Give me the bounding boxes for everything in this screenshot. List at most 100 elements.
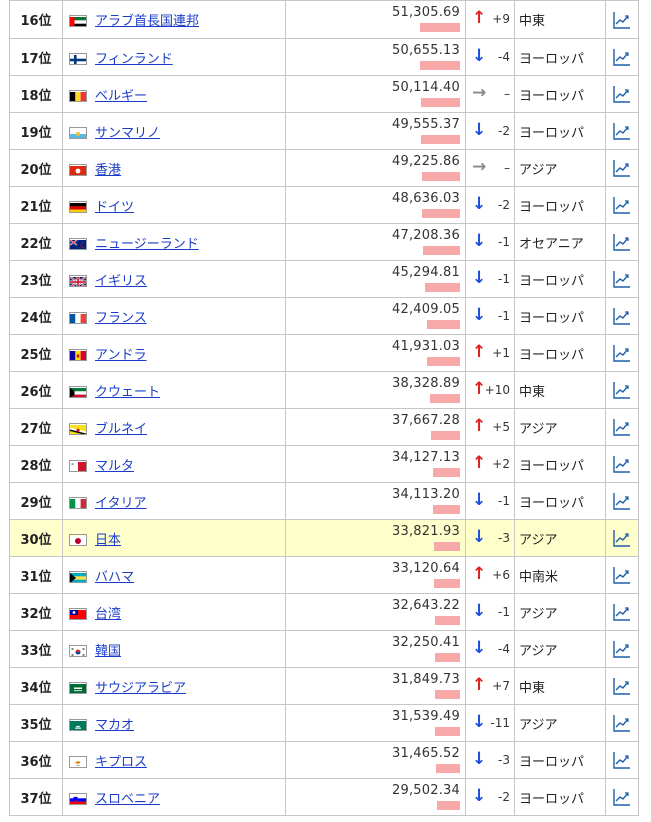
country-link[interactable]: ベルギー xyxy=(95,88,148,104)
country-link[interactable]: アンドラ xyxy=(95,347,147,363)
rank-change: +10 xyxy=(484,383,510,397)
rank-cell: 30位 xyxy=(9,519,63,557)
chart-cell xyxy=(605,778,639,816)
rank-cell: 23位 xyxy=(9,260,63,298)
rank-change: -1 xyxy=(498,309,510,323)
flag-ad-icon xyxy=(69,348,87,361)
arrow-right-icon: → xyxy=(472,157,487,177)
gdp-value: 42,409.05 xyxy=(392,302,460,317)
line-chart-icon[interactable] xyxy=(613,529,631,547)
country-link[interactable]: ドイツ xyxy=(95,199,135,215)
value-cell: 50,655.13 xyxy=(285,38,466,76)
arrow-down-icon: ↓ xyxy=(472,46,487,66)
country-link[interactable]: 日本 xyxy=(95,532,122,548)
line-chart-icon[interactable] xyxy=(613,307,631,325)
region-label: オセアニア xyxy=(519,236,584,252)
arrow-down-icon: ↓ xyxy=(472,527,487,547)
country-cell: アラブ首長国連邦 xyxy=(62,0,286,39)
value-bar xyxy=(437,801,460,810)
country-link[interactable]: 台湾 xyxy=(95,606,122,622)
country-link[interactable]: イタリア xyxy=(95,495,147,511)
arrow-down-icon: ↓ xyxy=(472,490,487,510)
region-cell: ヨーロッパ xyxy=(514,75,606,113)
country-link[interactable]: ニュージーランド xyxy=(95,236,199,252)
gdp-value: 32,643.22 xyxy=(392,598,460,613)
country-cell: アンドラ xyxy=(62,334,286,372)
country-link[interactable]: イギリス xyxy=(95,273,148,289)
country-link[interactable]: フィンランド xyxy=(95,51,173,67)
value-bar xyxy=(427,357,460,366)
arrow-down-icon: ↓ xyxy=(472,305,487,325)
table-row: 34位 サウジアラビア 31,849.73 ↑ +7 中東 xyxy=(9,667,639,705)
region-cell: 中東 xyxy=(514,371,606,409)
rank-cell: 24位 xyxy=(9,297,63,335)
country-link[interactable]: ブルネイ xyxy=(95,421,148,437)
rank-cell: 32位 xyxy=(9,593,63,631)
gdp-value: 32,250.41 xyxy=(392,635,460,650)
country-link[interactable]: クウェート xyxy=(95,384,161,400)
chart-cell xyxy=(605,667,639,705)
line-chart-icon[interactable] xyxy=(613,233,631,251)
line-chart-icon[interactable] xyxy=(613,492,631,510)
line-chart-icon[interactable] xyxy=(613,122,631,140)
country-link[interactable]: 韓国 xyxy=(95,643,122,659)
country-link[interactable]: サウジアラビア xyxy=(95,680,187,696)
line-chart-icon[interactable] xyxy=(613,640,631,658)
change-cell: ↓ -1 xyxy=(465,482,515,520)
country-link[interactable]: 香港 xyxy=(95,162,122,178)
rank-label: 37位 xyxy=(20,791,52,807)
rank-change: -2 xyxy=(498,790,510,804)
country-cell: ドイツ xyxy=(62,186,286,224)
line-chart-icon[interactable] xyxy=(613,196,631,214)
table-row: 24位 フランス 42,409.05 ↓ -1 ヨーロッパ xyxy=(9,297,639,335)
value-bar xyxy=(435,653,460,662)
change-cell: ↓ -1 xyxy=(465,297,515,335)
line-chart-icon[interactable] xyxy=(613,11,631,29)
country-link[interactable]: サンマリノ xyxy=(95,125,161,141)
chart-cell xyxy=(605,223,639,261)
line-chart-icon[interactable] xyxy=(613,788,631,806)
country-link[interactable]: アラブ首長国連邦 xyxy=(95,14,200,29)
country-link[interactable]: マカオ xyxy=(95,717,135,733)
region-label: 中東 xyxy=(519,384,546,400)
change-cell: ↑ +10 xyxy=(465,371,515,409)
rank-change: +9 xyxy=(492,12,510,26)
line-chart-icon[interactable] xyxy=(613,714,631,732)
value-cell: 31,539.49 xyxy=(285,704,466,742)
line-chart-icon[interactable] xyxy=(613,159,631,177)
line-chart-icon[interactable] xyxy=(613,751,631,769)
rank-label: 20位 xyxy=(20,162,52,178)
gdp-value: 38,328.89 xyxy=(392,376,460,391)
rank-label: 24位 xyxy=(20,310,52,326)
value-bar xyxy=(434,579,460,588)
flag-gb-icon xyxy=(69,274,87,287)
rank-cell: 26位 xyxy=(9,371,63,409)
region-label: ヨーロッパ xyxy=(519,754,585,770)
country-link[interactable]: フランス xyxy=(95,310,147,326)
country-link[interactable]: キプロス xyxy=(95,754,148,770)
line-chart-icon[interactable] xyxy=(613,418,631,436)
line-chart-icon[interactable] xyxy=(613,455,631,473)
country-link[interactable]: マルタ xyxy=(95,458,135,474)
value-bar xyxy=(433,468,460,477)
line-chart-icon[interactable] xyxy=(613,603,631,621)
line-chart-icon[interactable] xyxy=(613,381,631,399)
rank-cell: 21位 xyxy=(9,186,63,224)
line-chart-icon[interactable] xyxy=(613,344,631,362)
value-bar xyxy=(420,61,460,70)
change-cell: ↓ -2 xyxy=(465,112,515,150)
country-link[interactable]: スロベニア xyxy=(95,791,161,807)
region-label: ヨーロッパ xyxy=(519,273,585,289)
region-cell: オセアニア xyxy=(514,223,606,261)
line-chart-icon[interactable] xyxy=(613,85,631,103)
chart-cell xyxy=(605,0,639,39)
line-chart-icon[interactable] xyxy=(613,677,631,695)
line-chart-icon[interactable] xyxy=(613,566,631,584)
country-link[interactable]: バハマ xyxy=(95,569,135,585)
line-chart-icon[interactable] xyxy=(613,270,631,288)
rank-change: – xyxy=(504,161,510,175)
line-chart-icon[interactable] xyxy=(613,48,631,66)
arrow-down-icon: ↓ xyxy=(472,601,487,621)
region-label: ヨーロッパ xyxy=(519,51,585,67)
flag-kw-icon xyxy=(69,385,87,398)
